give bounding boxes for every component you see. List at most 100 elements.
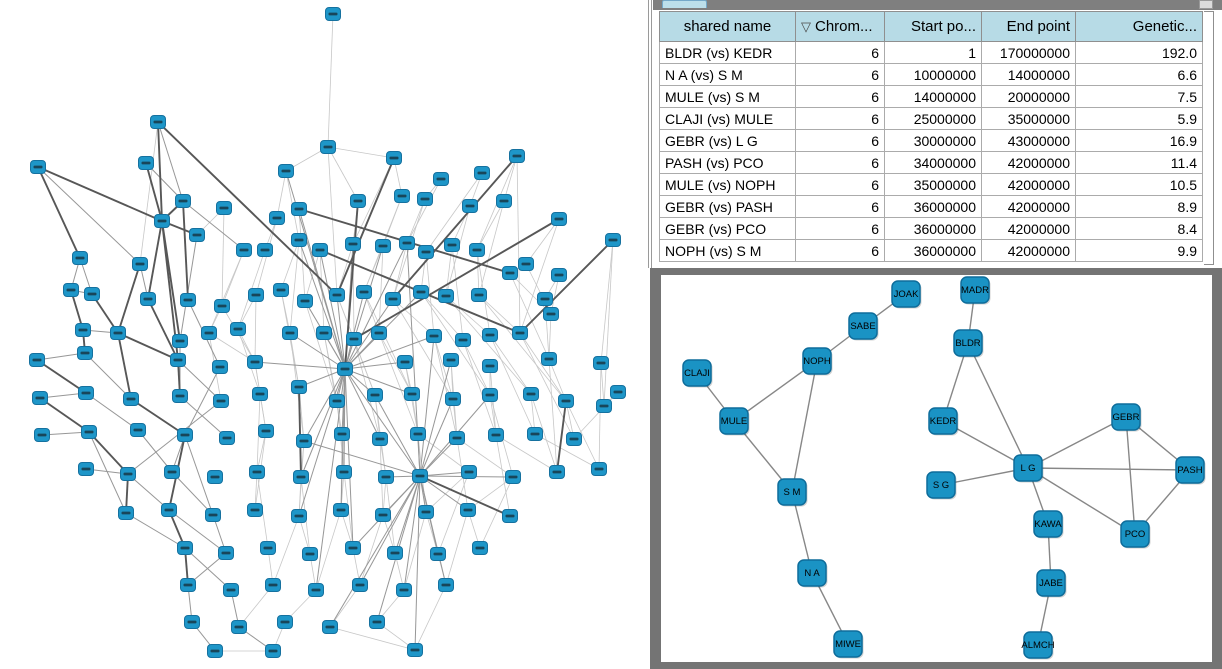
network-edge[interactable] bbox=[304, 249, 321, 302]
network-node[interactable] bbox=[410, 427, 426, 441]
network-edge[interactable] bbox=[84, 352, 132, 400]
network-node[interactable] bbox=[72, 251, 88, 265]
network-node[interactable] bbox=[265, 578, 281, 592]
network-node[interactable] bbox=[212, 360, 228, 374]
network-edge[interactable] bbox=[419, 475, 447, 586]
network-edge[interactable] bbox=[445, 509, 469, 586]
network-edge[interactable] bbox=[344, 298, 394, 370]
network-edge[interactable] bbox=[437, 471, 470, 555]
network-edge[interactable] bbox=[476, 249, 480, 296]
network-node[interactable] bbox=[461, 465, 477, 479]
network-node[interactable] bbox=[378, 470, 394, 484]
network-edge[interactable] bbox=[600, 362, 605, 407]
network-edge[interactable] bbox=[378, 332, 419, 435]
network-node[interactable] bbox=[118, 506, 134, 520]
network-edge[interactable] bbox=[495, 434, 558, 473]
network-node[interactable] bbox=[502, 509, 518, 523]
network-node[interactable] bbox=[207, 470, 223, 484]
network-edge[interactable] bbox=[548, 313, 552, 360]
network-node[interactable] bbox=[399, 236, 415, 250]
network-edge[interactable] bbox=[221, 207, 225, 307]
network-node[interactable] bbox=[551, 268, 567, 282]
network-node[interactable] bbox=[345, 237, 361, 251]
network-edge[interactable] bbox=[478, 294, 521, 334]
column-header-chromosome[interactable]: ▽ Chrom... bbox=[795, 11, 885, 42]
network-node[interactable] bbox=[120, 467, 136, 481]
network-node[interactable] bbox=[329, 288, 345, 302]
network-node[interactable] bbox=[413, 285, 429, 299]
network-node[interactable] bbox=[189, 228, 205, 242]
network-node[interactable] bbox=[110, 326, 126, 340]
network-edge[interactable] bbox=[456, 437, 514, 478]
network-edge[interactable] bbox=[303, 368, 346, 442]
network-edge[interactable] bbox=[344, 242, 408, 370]
network-edge[interactable] bbox=[392, 298, 454, 400]
network-node[interactable] bbox=[474, 166, 490, 180]
network-node[interactable] bbox=[265, 644, 281, 658]
network-node[interactable] bbox=[63, 283, 79, 297]
network-node[interactable] bbox=[386, 151, 402, 165]
network-edge[interactable] bbox=[403, 475, 421, 591]
network-node-almch[interactable]: ALMCH bbox=[1021, 631, 1055, 660]
network-node[interactable] bbox=[502, 266, 518, 280]
network-edge[interactable] bbox=[392, 155, 518, 300]
network-node[interactable] bbox=[32, 391, 48, 405]
network-node[interactable] bbox=[482, 388, 498, 402]
network-node[interactable] bbox=[260, 541, 276, 555]
network-node-gebr[interactable]: GEBR bbox=[1111, 403, 1142, 432]
network-edge[interactable] bbox=[525, 218, 560, 265]
network-node[interactable] bbox=[249, 465, 265, 479]
network-edge[interactable] bbox=[519, 218, 560, 334]
network-node[interactable] bbox=[291, 202, 307, 216]
network-node[interactable] bbox=[291, 509, 307, 523]
network-node[interactable] bbox=[172, 389, 188, 403]
network-edge[interactable] bbox=[363, 291, 413, 395]
network-edge[interactable] bbox=[147, 220, 163, 300]
network-edge[interactable] bbox=[534, 433, 600, 470]
network-edge[interactable] bbox=[503, 155, 518, 202]
network-node-pco[interactable]: PCO bbox=[1120, 520, 1151, 549]
network-edge[interactable] bbox=[117, 332, 132, 400]
network-node-sabe[interactable]: SABE bbox=[848, 312, 879, 341]
network-node[interactable] bbox=[277, 615, 293, 629]
network-edge[interactable] bbox=[344, 368, 421, 477]
network-node-mule[interactable]: MULE bbox=[719, 407, 750, 436]
table-row[interactable]: N A (vs) S M 6 10000000 14000000 6.6 bbox=[659, 63, 1203, 86]
network-edge[interactable] bbox=[462, 339, 491, 396]
network-node[interactable] bbox=[460, 503, 476, 517]
network-node[interactable] bbox=[404, 387, 420, 401]
network-node[interactable] bbox=[396, 583, 412, 597]
network-edge[interactable] bbox=[157, 121, 338, 296]
network-node[interactable] bbox=[433, 172, 449, 186]
network-node[interactable] bbox=[449, 431, 465, 445]
column-header-genetic[interactable]: Genetic... bbox=[1075, 11, 1203, 42]
network-edge[interactable] bbox=[329, 475, 421, 628]
network-node[interactable] bbox=[551, 212, 567, 226]
network-edge[interactable] bbox=[329, 584, 361, 628]
detail-network-canvas[interactable]: JOAK MADR SABE BLDR NOPH CLAJI MULE KEDR GEBR L G… bbox=[661, 275, 1212, 662]
network-node[interactable] bbox=[356, 285, 372, 299]
network-node[interactable] bbox=[322, 620, 338, 634]
network-node[interactable] bbox=[201, 326, 217, 340]
network-node[interactable] bbox=[269, 211, 285, 225]
network-edge[interactable] bbox=[125, 512, 186, 549]
network-node[interactable] bbox=[336, 465, 352, 479]
network-node[interactable] bbox=[412, 469, 428, 483]
network-edge[interactable] bbox=[39, 397, 90, 433]
network-edge[interactable] bbox=[445, 295, 532, 395]
network-node[interactable] bbox=[558, 394, 574, 408]
network-node[interactable] bbox=[509, 149, 525, 163]
network-node[interactable] bbox=[214, 299, 230, 313]
network-node[interactable] bbox=[218, 546, 234, 560]
network-edge[interactable] bbox=[157, 121, 184, 202]
network-edge[interactable] bbox=[603, 239, 614, 407]
network-node[interactable] bbox=[549, 465, 565, 479]
network-node[interactable] bbox=[375, 239, 391, 253]
column-header-end-point[interactable]: End point bbox=[981, 11, 1076, 42]
network-edge[interactable] bbox=[519, 239, 614, 334]
network-edge[interactable] bbox=[414, 475, 421, 651]
table-row[interactable]: GEBR (vs) L G 6 30000000 43000000 16.9 bbox=[659, 129, 1203, 152]
network-edge[interactable] bbox=[298, 239, 346, 370]
network-edge[interactable] bbox=[419, 398, 454, 477]
network-edge[interactable] bbox=[556, 400, 567, 473]
